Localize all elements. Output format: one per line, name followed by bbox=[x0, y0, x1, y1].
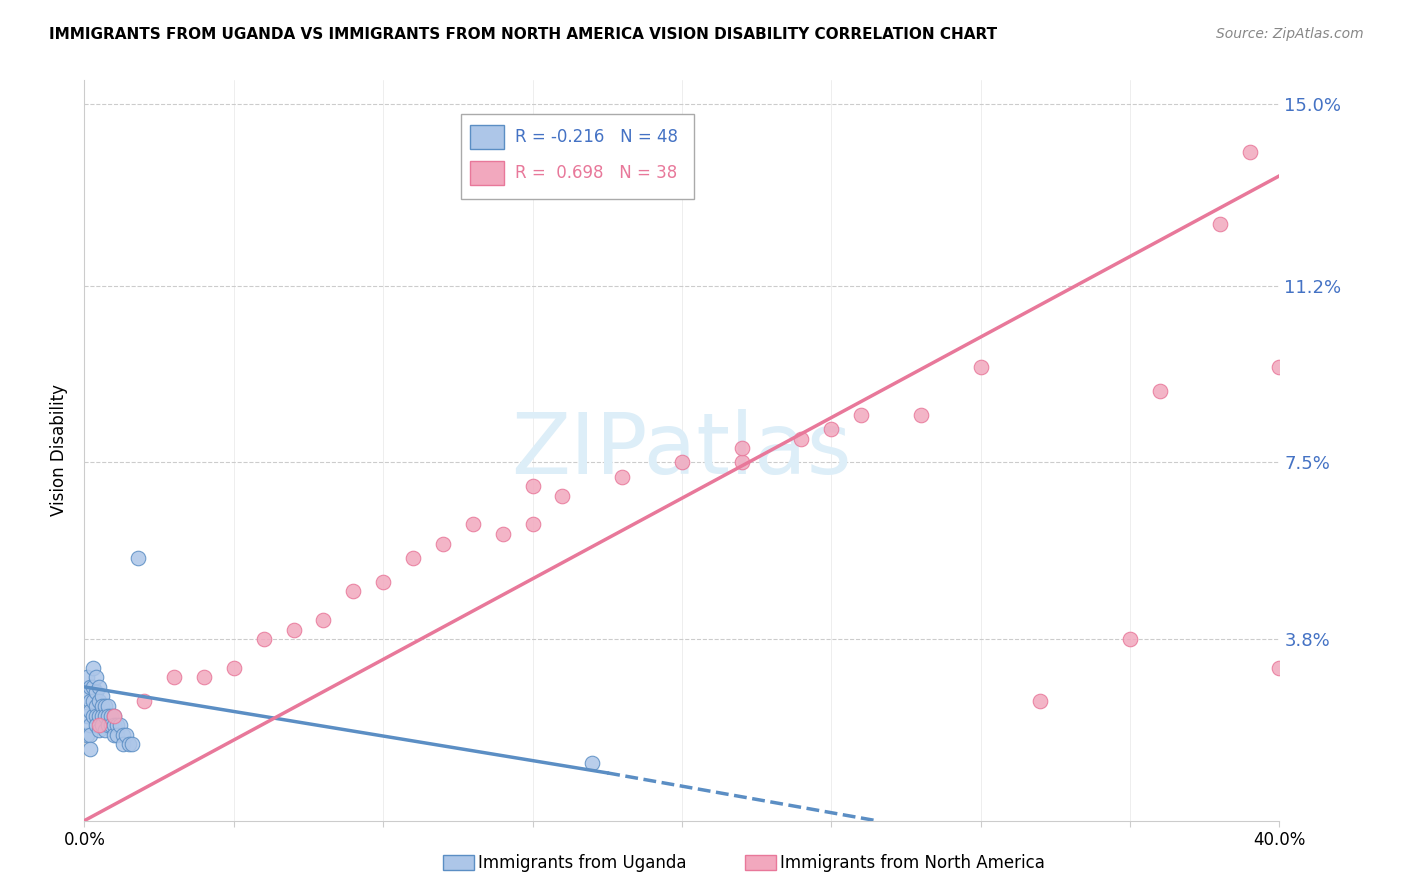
Point bbox=[970, 359, 993, 374]
Point bbox=[105, 728, 128, 742]
Point bbox=[82, 694, 104, 708]
Point bbox=[110, 718, 132, 732]
Point bbox=[551, 489, 574, 503]
Point bbox=[163, 670, 186, 684]
Point bbox=[79, 728, 101, 742]
Point bbox=[1268, 359, 1291, 374]
Point bbox=[492, 527, 515, 541]
Point bbox=[91, 690, 114, 704]
Point bbox=[82, 661, 104, 675]
Point bbox=[1149, 384, 1171, 398]
Point bbox=[79, 680, 101, 694]
Text: R =  0.698   N = 38: R = 0.698 N = 38 bbox=[515, 164, 676, 182]
Point bbox=[612, 469, 634, 483]
Point bbox=[112, 737, 135, 751]
Point bbox=[193, 670, 215, 684]
Point bbox=[97, 708, 120, 723]
Point bbox=[671, 455, 693, 469]
Point bbox=[132, 694, 156, 708]
FancyBboxPatch shape bbox=[471, 161, 503, 185]
Point bbox=[91, 718, 114, 732]
Point bbox=[851, 408, 873, 422]
Point bbox=[118, 737, 141, 751]
Point bbox=[731, 455, 754, 469]
Text: IMMIGRANTS FROM UGANDA VS IMMIGRANTS FROM NORTH AMERICA VISION DISABILITY CORREL: IMMIGRANTS FROM UGANDA VS IMMIGRANTS FRO… bbox=[49, 27, 997, 42]
Point bbox=[76, 708, 98, 723]
Y-axis label: Vision Disability: Vision Disability bbox=[51, 384, 69, 516]
Point bbox=[79, 694, 101, 708]
Point bbox=[1029, 694, 1052, 708]
Point bbox=[76, 670, 98, 684]
Point bbox=[94, 723, 117, 737]
Point bbox=[89, 680, 111, 694]
Point bbox=[100, 718, 122, 732]
Point bbox=[94, 708, 117, 723]
Point bbox=[910, 408, 932, 422]
Point bbox=[86, 670, 108, 684]
Point bbox=[79, 742, 101, 756]
FancyBboxPatch shape bbox=[471, 126, 503, 149]
Point bbox=[89, 694, 111, 708]
Point bbox=[105, 718, 128, 732]
Point bbox=[82, 680, 104, 694]
Point bbox=[103, 718, 125, 732]
Text: ZIPatlas: ZIPatlas bbox=[512, 409, 852, 492]
Point bbox=[97, 698, 120, 713]
Point bbox=[91, 708, 114, 723]
Point bbox=[1119, 632, 1142, 647]
Point bbox=[89, 718, 111, 732]
Point bbox=[790, 432, 813, 446]
Point bbox=[312, 613, 335, 627]
Point bbox=[283, 623, 305, 637]
Point bbox=[522, 479, 544, 493]
Point bbox=[89, 723, 111, 737]
Point bbox=[86, 708, 108, 723]
Point bbox=[86, 684, 108, 698]
Point bbox=[79, 704, 101, 718]
Point bbox=[86, 718, 108, 732]
Point bbox=[91, 698, 114, 713]
Point bbox=[402, 550, 425, 565]
Point bbox=[115, 728, 138, 742]
Point bbox=[522, 517, 544, 532]
Point bbox=[100, 708, 122, 723]
Point bbox=[731, 441, 754, 455]
Point bbox=[342, 584, 364, 599]
Point bbox=[112, 728, 135, 742]
Point bbox=[97, 718, 120, 732]
Point bbox=[121, 737, 143, 751]
Point bbox=[79, 718, 101, 732]
Point bbox=[103, 708, 125, 723]
Point bbox=[820, 422, 842, 436]
Text: Source: ZipAtlas.com: Source: ZipAtlas.com bbox=[1216, 27, 1364, 41]
Point bbox=[1209, 217, 1232, 231]
Point bbox=[1268, 661, 1291, 675]
Point bbox=[1239, 145, 1261, 159]
Text: R = -0.216   N = 48: R = -0.216 N = 48 bbox=[515, 128, 678, 146]
Text: Immigrants from Uganda: Immigrants from Uganda bbox=[478, 854, 686, 871]
Point bbox=[76, 690, 98, 704]
Point bbox=[373, 574, 395, 589]
Point bbox=[127, 550, 149, 565]
Point bbox=[103, 728, 125, 742]
Point bbox=[103, 708, 125, 723]
Point bbox=[461, 517, 484, 532]
Point bbox=[82, 708, 104, 723]
Text: Immigrants from North America: Immigrants from North America bbox=[780, 854, 1045, 871]
Point bbox=[94, 698, 117, 713]
Point bbox=[253, 632, 276, 647]
Point bbox=[222, 661, 245, 675]
Point bbox=[86, 698, 108, 713]
Point bbox=[581, 756, 603, 771]
Point bbox=[432, 536, 454, 550]
Point bbox=[76, 728, 98, 742]
FancyBboxPatch shape bbox=[461, 113, 695, 199]
Point bbox=[89, 708, 111, 723]
